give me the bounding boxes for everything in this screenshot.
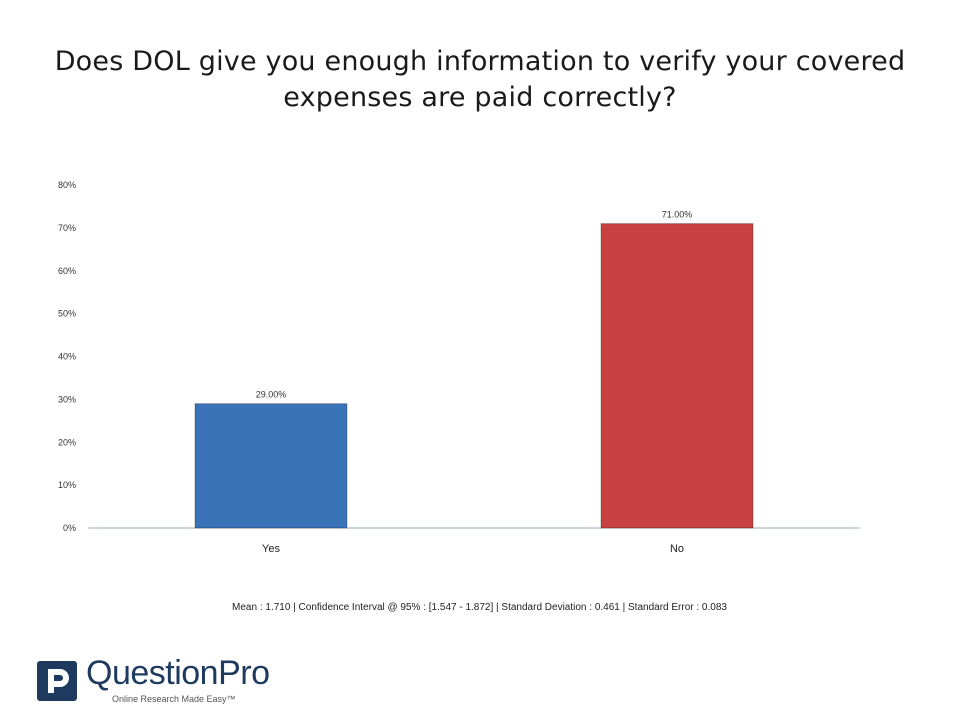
logo-wordmark: QuestionPro <box>86 654 270 692</box>
logo-tagline: Online Research Made Easy™ <box>112 694 236 704</box>
questionpro-logo-icon <box>37 661 77 701</box>
y-tick-label: 80% <box>58 180 76 190</box>
y-tick-label: 20% <box>58 437 76 447</box>
statistics-summary: Mean : 1.710 | Confidence Interval @ 95%… <box>232 602 727 613</box>
chart-title-line-1: Does DOL give you enough information to … <box>54 46 906 77</box>
y-tick-label: 50% <box>58 309 76 319</box>
x-tick-label-no: No <box>670 543 684 555</box>
bar-yes <box>194 403 348 529</box>
y-tick-label: 70% <box>58 223 76 233</box>
y-tick-label: 10% <box>58 480 76 490</box>
x-tick-label-yes: Yes <box>262 543 280 555</box>
y-tick-label: 60% <box>58 266 76 276</box>
data-label-no: 71.00% <box>662 210 693 220</box>
data-label-yes: 29.00% <box>256 390 287 400</box>
y-tick-label: 0% <box>63 523 76 533</box>
y-tick-label: 40% <box>58 352 76 362</box>
bar-no <box>600 223 754 529</box>
questionpro-logo: QuestionPro Online Research Made Easy™ <box>36 654 336 708</box>
y-tick-label: 30% <box>58 394 76 404</box>
chart-title-line-2: expenses are paid correctly? <box>283 82 677 113</box>
chart-title: Does DOL give you enough information to … <box>40 44 920 116</box>
